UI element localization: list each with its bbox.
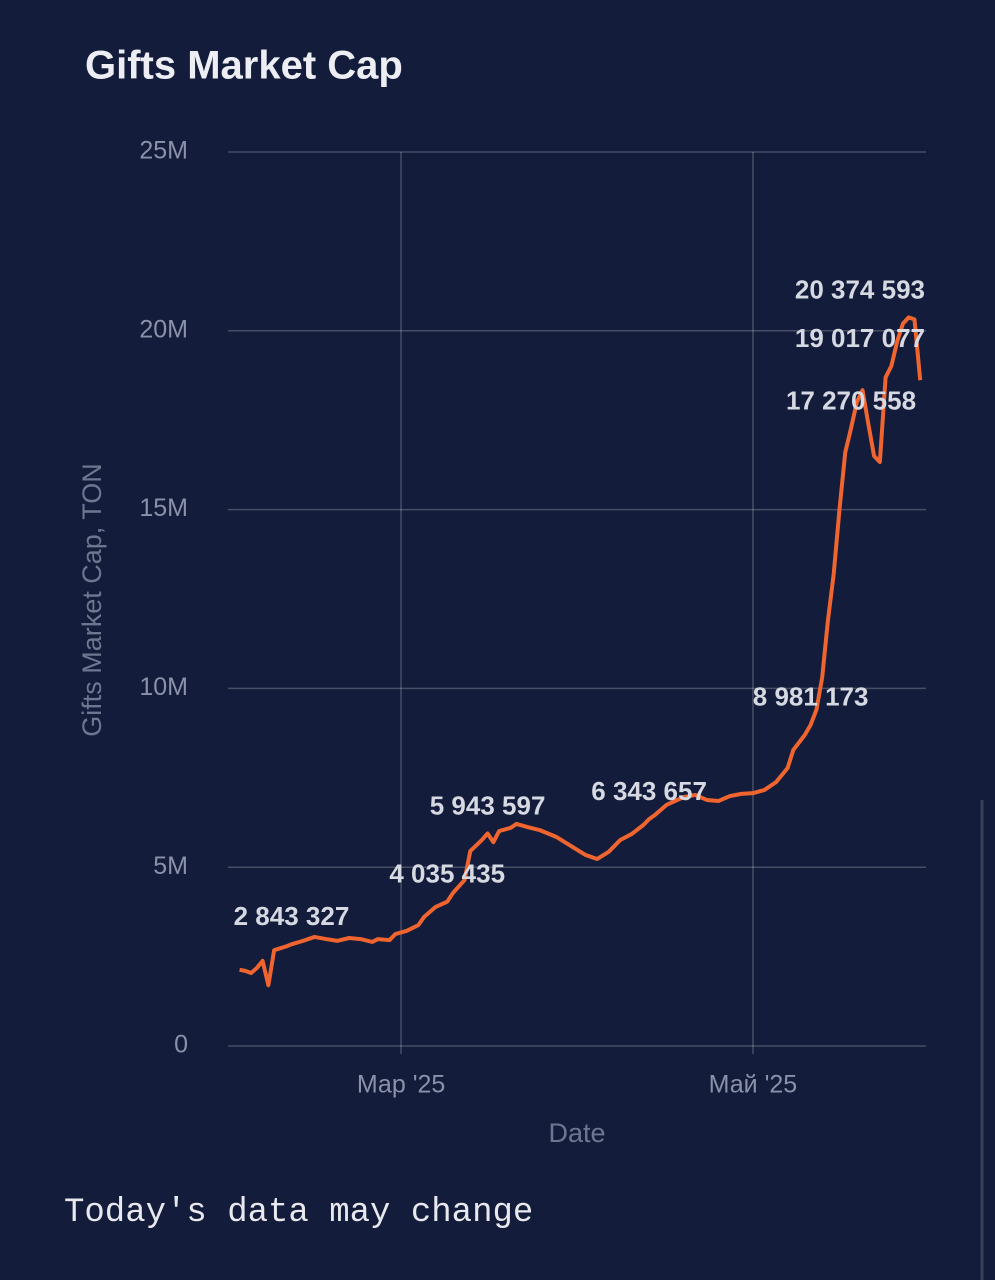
data-label: 6 343 657 — [591, 776, 707, 806]
y-tick-label: 0 — [174, 1031, 188, 1059]
data-label: 2 843 327 — [234, 901, 350, 931]
data-label: 17 270 558 — [786, 385, 916, 415]
y-tick-label: 20M — [139, 315, 188, 343]
chart-title: Gifts Market Cap — [85, 44, 403, 88]
data-label: 5 943 597 — [430, 790, 546, 820]
y-tick-label: 5M — [153, 852, 188, 880]
footnote: Today's data may change — [64, 1194, 533, 1232]
y-tick-label: 15M — [139, 494, 188, 522]
line-series — [239, 315, 923, 988]
x-tick-label: Май '25 — [709, 1071, 798, 1099]
data-label: 4 035 435 — [389, 859, 505, 889]
y-tick-label: 25M — [139, 137, 188, 165]
data-label: 8 981 173 — [753, 682, 869, 712]
x-axis-label: Date — [548, 1118, 605, 1148]
x-tick-label: Мар '25 — [357, 1071, 445, 1099]
data-label: 20 374 593 — [795, 274, 925, 304]
y-tick-label: 10M — [139, 673, 188, 701]
data-label: 19 017 077 — [795, 323, 925, 353]
y-axis-label: Gifts Market Cap, TON — [77, 463, 107, 737]
